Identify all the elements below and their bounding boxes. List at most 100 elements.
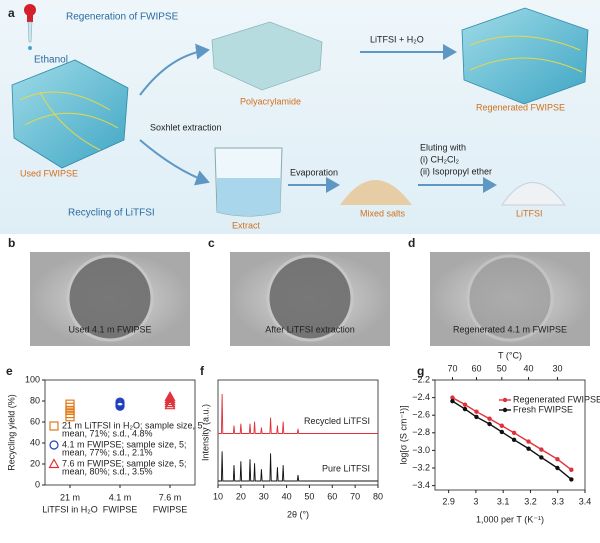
- y-tick-label: 100: [25, 374, 40, 384]
- x-tick-label: 3.1: [497, 496, 510, 506]
- photo-caption: After LiTFSI extraction: [265, 324, 355, 334]
- legend-marker: [49, 440, 59, 450]
- x2-tick-label: 40: [524, 363, 534, 373]
- panel-label: g: [417, 364, 424, 378]
- x-tick-label: LiTFSI in H₂O: [42, 504, 98, 514]
- y-tick-label: −3.2: [412, 462, 430, 472]
- point: [555, 457, 560, 462]
- y-tick-label: −2.6: [412, 410, 430, 420]
- x-tick-label: 4.1 m: [109, 492, 132, 502]
- mixed-salts-label: Mixed salts: [360, 208, 406, 218]
- x-tick-label: FWIPSE: [103, 504, 138, 514]
- x-tick-label: 3.4: [579, 496, 592, 506]
- point: [511, 430, 517, 435]
- y-axis-label: Recycling yield (%): [6, 394, 16, 471]
- y-tick-label: 80: [30, 395, 40, 405]
- reagent-label: LiTFSI + H₂O: [370, 34, 424, 44]
- product-label: LiTFSI: [516, 208, 543, 218]
- legend-marker: [49, 421, 59, 431]
- panel-label: a: [8, 6, 15, 20]
- x-tick-label: 30: [259, 491, 269, 501]
- photo-caption: Regenerated 4.1 m FWIPSE: [453, 324, 567, 334]
- litfsi-pile: [501, 182, 566, 206]
- panel-label: e: [6, 364, 13, 378]
- regenerated-label: Regenerated FWIPSE: [476, 102, 565, 112]
- x-tick-label: 7.6 m: [159, 492, 182, 502]
- legend-label: 21 m LiTFSI in H₂O; sample size, 5;: [62, 420, 205, 430]
- y-tick-label: 40: [30, 437, 40, 447]
- point: [115, 397, 125, 407]
- soxhlet-label: Soxhlet extraction: [150, 122, 222, 132]
- extract-label: Extract: [232, 220, 261, 230]
- y-axis-label: log[σ (S cm⁻¹)]: [398, 405, 408, 464]
- series-line: [452, 396, 572, 471]
- x-tick-label: 21 m: [60, 492, 80, 502]
- x-tick-label: 80: [373, 491, 383, 501]
- y-tick-label: 0: [35, 479, 40, 489]
- eluting-step: (i) CH₂Cl₂: [420, 154, 459, 164]
- x-tick-label: 40: [282, 491, 292, 501]
- x2-tick-label: 70: [447, 363, 457, 373]
- series-line: [218, 393, 378, 434]
- regenerated-gel: [461, 7, 589, 105]
- point: [487, 416, 492, 421]
- panel-label: b: [8, 236, 15, 250]
- y-tick-label: 60: [30, 416, 40, 426]
- point: [450, 395, 455, 400]
- legend-marker: [502, 407, 508, 413]
- point: [526, 446, 531, 451]
- legend-label: 7.6 m FWIPSE; sample size, 5;: [62, 458, 187, 468]
- point: [539, 447, 544, 452]
- point: [526, 439, 531, 444]
- x-tick-label: FWIPSE: [153, 504, 188, 514]
- eluting-label: Eluting with: [420, 142, 466, 152]
- y-tick-label: −2.2: [412, 374, 430, 384]
- polyacrylamide-block: [211, 21, 323, 91]
- point: [474, 409, 479, 414]
- plot-frame: [434, 379, 586, 491]
- point: [499, 429, 505, 435]
- y-tick-label: 20: [30, 458, 40, 468]
- point: [511, 437, 517, 443]
- x-tick-label: 50: [304, 491, 314, 501]
- legend-label: mean, 80%; s.d., 3.5%: [62, 466, 153, 476]
- series-label: Recycled LiTFSI: [304, 416, 370, 426]
- point: [462, 406, 468, 412]
- panel-label: d: [408, 236, 415, 250]
- x-tick-label: 3.3: [551, 496, 564, 506]
- legend-label: Fresh FWIPSE: [513, 404, 573, 414]
- evaporation-label: Evaporation: [290, 167, 338, 177]
- x2-axis-label: T (°C): [498, 350, 522, 360]
- point: [65, 399, 75, 409]
- used-label: Used FWIPSE: [20, 168, 78, 178]
- y-axis-label: Intensity (a.u.): [200, 404, 210, 461]
- point: [450, 398, 455, 404]
- polyacrylamide-label: Polyacrylamide: [240, 96, 301, 106]
- x-tick-label: 10: [213, 491, 223, 501]
- ethanol-label: Ethanol: [34, 55, 68, 66]
- sample-disc: [266, 254, 354, 342]
- legend-marker: [502, 397, 508, 403]
- mixed-salt-pile: [340, 180, 412, 205]
- photo-caption: Used 4.1 m FWIPSE: [68, 324, 151, 334]
- x-tick-label: 3: [473, 496, 478, 506]
- used-gel: [11, 59, 129, 169]
- point: [539, 455, 544, 460]
- legend-label: 4.1 m FWIPSE; sample size, 5;: [62, 439, 187, 449]
- legend-label: mean, 71%; s.d., 4.8%: [62, 428, 153, 438]
- legend-label: mean, 77%; s.d., 2.1%: [62, 447, 153, 457]
- y-tick-label: −2.4: [412, 392, 430, 402]
- point: [462, 402, 468, 407]
- x2-tick-label: 60: [471, 363, 481, 373]
- arrows: [139, 43, 497, 193]
- legend-marker: [48, 458, 60, 469]
- point: [499, 423, 505, 428]
- dropper: [24, 4, 36, 50]
- panel-label: c: [208, 236, 215, 250]
- plot-frame: [217, 379, 379, 486]
- series-line: [218, 451, 378, 482]
- sample-disc: [466, 254, 554, 342]
- beaker: [214, 147, 283, 217]
- y-tick-label: −3.0: [412, 445, 430, 455]
